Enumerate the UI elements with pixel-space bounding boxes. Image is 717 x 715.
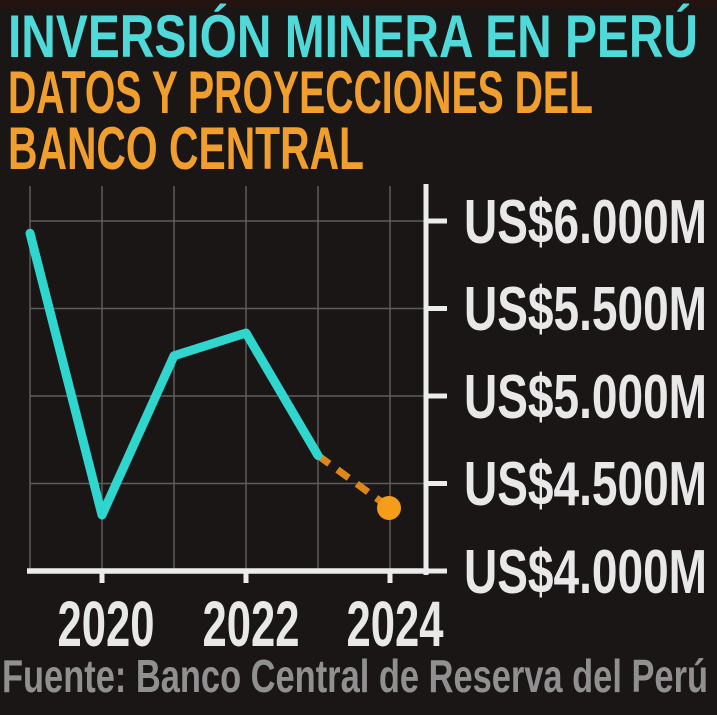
top-edge-artifact [0, 0, 717, 7]
y-axis-label-4500: US$4.500M [464, 450, 707, 519]
y-axis-label-6000: US$6.000M [464, 188, 707, 257]
x-axis-label-2020: 2020 [58, 588, 155, 660]
y-axis-label-5000: US$5.000M [464, 363, 707, 432]
source-credit: Fuente: Banco Central de Reserva del Per… [2, 650, 708, 702]
chart-title: INVERSIÓN MINERA EN PERÚ [8, 3, 698, 70]
y-axis-label-4000: US$4.000M [464, 538, 707, 607]
actual-data-line [25, 228, 323, 520]
chart-subtitle-line2: BANCO CENTRAL [8, 115, 364, 182]
chart-subtitle-line1: DATOS Y PROYECCIONES DEL [8, 59, 593, 126]
projection-point [377, 496, 401, 520]
x-axis-label-2024: 2024 [347, 588, 444, 660]
x-axis-label-2022: 2022 [203, 588, 300, 660]
plot-area [25, 184, 447, 583]
projection-dashed-line [315, 452, 393, 511]
y-axis-label-5500: US$5.500M [464, 275, 707, 344]
